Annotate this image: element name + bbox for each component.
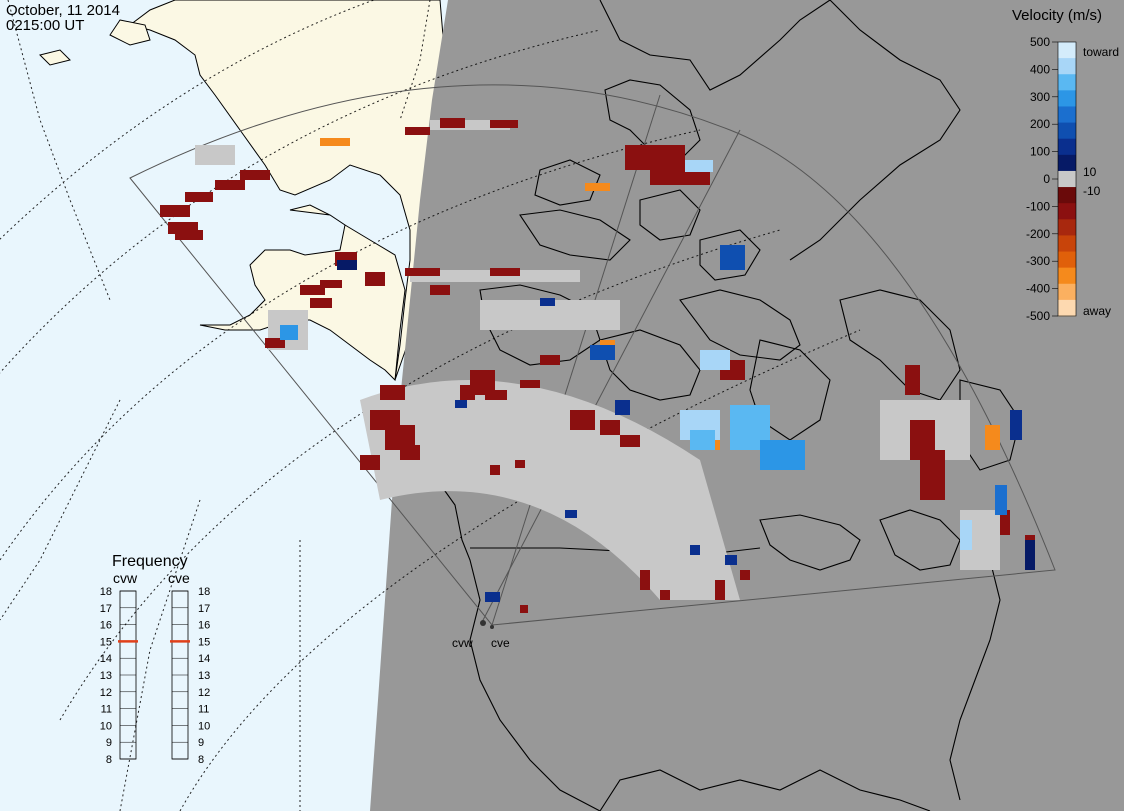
frequency-scale-label: 14 (198, 653, 210, 665)
legend-small-pos: 10 (1083, 165, 1097, 179)
frequency-scale-label: 18 (198, 586, 210, 598)
frequency-scale-label: 11 (101, 704, 112, 716)
timestamp: October, 11 2014 0215:00 UT (6, 3, 120, 33)
colorbar-segment (1058, 299, 1076, 317)
colorbar-segment (1058, 42, 1076, 59)
cve-site-marker (490, 625, 494, 629)
velocity-ticks: 500 400 300 200 100 0 -100 -200 -300 -400 -500 (1026, 35, 1058, 323)
frequency-title: Frequency (112, 553, 188, 570)
frequency-scale-label: 9 (198, 737, 204, 749)
legend-small-neg: -10 (1083, 184, 1101, 198)
frequency-scale-label: 13 (198, 670, 210, 682)
frequency-scale-label: 10 (198, 720, 210, 732)
frequency-radar-cve: cve (168, 570, 190, 586)
frequency-scale-label: 8 (106, 754, 112, 766)
frequency-scale-label: 11 (198, 704, 209, 716)
colorbar-segment (1058, 170, 1076, 188)
frequency-scale-label: 16 (100, 620, 112, 632)
velocity-legend: Velocity (m/s) toward away 10 -10 500 400… (1012, 7, 1119, 323)
colorbar-segment (1058, 58, 1076, 75)
colorbar-segment (1058, 106, 1076, 124)
colorbar-segment (1058, 154, 1076, 172)
colorbar-tick-label: -400 (1026, 282, 1050, 296)
velocity-colorbar (1057, 41, 1077, 317)
colorbar-tick-label: -200 (1026, 227, 1050, 241)
frequency-scale-label: 12 (100, 687, 112, 699)
frequency-scale-label: 15 (198, 636, 210, 648)
colorbar-segment (1058, 187, 1076, 204)
coastlines (429, 0, 1021, 811)
fov-outlines (129, 84, 1056, 626)
colorbar-segment (1058, 74, 1076, 91)
colorbar-tick-label: 100 (1030, 145, 1050, 159)
colorbar-tick-label: 200 (1030, 117, 1050, 131)
velocity-cells-toward (280, 160, 1035, 602)
cvw-site-marker (480, 620, 486, 626)
frequency-scale-label: 15 (100, 636, 112, 648)
frequency-scale-label: 16 (198, 620, 210, 632)
frequency-scale-label: 14 (100, 653, 112, 665)
legend-toward-label: toward (1083, 45, 1119, 59)
velocity-legend-title: Velocity (m/s) (1012, 7, 1102, 24)
ground-scatter (195, 120, 1000, 600)
frequency-scale-label: 12 (198, 687, 210, 699)
frequency-scale-label: 18 (100, 586, 112, 598)
colorbar-tick-label: 500 (1030, 35, 1050, 49)
date-label: October, 11 2014 (6, 2, 120, 19)
colorbar-segment (1058, 235, 1076, 253)
dayside-land (128, 0, 446, 381)
legend-away-label: away (1083, 304, 1111, 318)
colorbar-tick-label: -500 (1026, 309, 1050, 323)
colorbar-tick-label: 400 (1030, 62, 1050, 76)
cve-site-label: cve (491, 636, 510, 650)
colorbar-segment (1058, 122, 1076, 140)
frequency-radar-cvw: cvw (113, 570, 138, 586)
velocity-cells-away (160, 118, 1035, 613)
colorbar-segment (1058, 283, 1076, 301)
colorbar-tick-label: -300 (1026, 254, 1050, 268)
frequency-panel: Frequency cvw cve 1817161514131211109818… (100, 553, 211, 766)
colorbar-segment (1058, 251, 1076, 269)
islands (39, 19, 151, 66)
frequency-gauges: 18 17 16 15 14 13 12 11 10 9 8 18 17 16 15 14 13 12 11 10 9 8 (100, 586, 211, 766)
time-label: 0215:00 UT (6, 17, 85, 34)
colorbar-segment (1058, 138, 1076, 156)
radar-sites: cvw cve (452, 620, 510, 650)
colorbar-tick-label: 300 (1030, 90, 1050, 104)
frequency-scale-label: 10 (100, 720, 112, 732)
frequency-scale-label: 17 (198, 603, 210, 615)
frequency-scale-label: 9 (106, 737, 112, 749)
colorbar-segment (1058, 90, 1076, 107)
colorbar-segment (1058, 267, 1076, 285)
colorbar-segment (1058, 219, 1076, 236)
frequency-scale-label: 13 (100, 670, 112, 682)
colorbar-tick-label: 0 (1043, 172, 1050, 186)
frequency-scale-label: 8 (198, 754, 204, 766)
colorbar-segment (1058, 203, 1076, 220)
colorbar-tick-label: -100 (1026, 199, 1050, 213)
frequency-scale-label: 17 (100, 603, 112, 615)
cvw-site-label: cvw (452, 636, 473, 650)
